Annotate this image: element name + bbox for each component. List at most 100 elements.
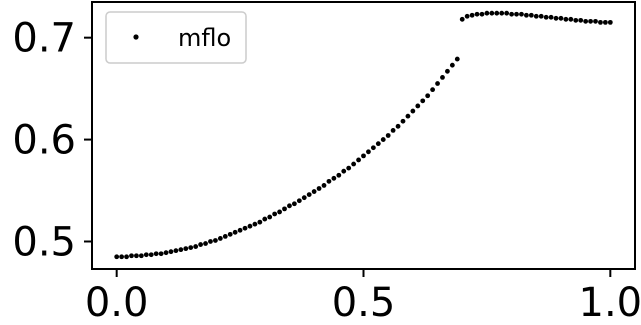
data-point xyxy=(321,183,327,188)
data-point xyxy=(311,189,317,194)
data-point xyxy=(331,175,337,181)
data-point xyxy=(548,14,554,20)
data-point xyxy=(247,223,253,229)
data-point xyxy=(134,253,139,259)
data-point xyxy=(237,227,243,233)
data-point xyxy=(459,16,465,22)
data-point xyxy=(291,201,297,207)
data-point xyxy=(138,253,144,259)
x-tick-label: 1.0 xyxy=(579,280,641,325)
legend-label-mflo: mflo xyxy=(178,24,231,52)
data-point xyxy=(193,244,199,249)
data-point xyxy=(494,10,500,16)
data-point xyxy=(267,214,273,220)
data-point xyxy=(400,118,406,124)
data-point xyxy=(514,11,519,17)
data-point xyxy=(583,18,589,24)
legend-marker-mflo xyxy=(133,34,139,40)
data-point xyxy=(183,246,189,252)
data-point xyxy=(563,16,569,22)
data-point xyxy=(153,251,159,257)
data-point xyxy=(484,10,490,16)
data-point xyxy=(356,157,361,163)
data-point xyxy=(445,68,450,74)
y-tick-label: 0.7 xyxy=(12,16,76,62)
data-point xyxy=(301,195,307,201)
data-point xyxy=(296,198,302,204)
y-tick-label: 0.6 xyxy=(12,118,76,164)
data-point xyxy=(390,128,396,133)
data-point xyxy=(489,10,495,16)
data-point xyxy=(528,12,534,18)
data-point xyxy=(341,168,347,174)
data-point xyxy=(351,161,357,167)
data-point xyxy=(188,245,194,250)
data-point xyxy=(336,172,342,178)
data-point xyxy=(435,81,440,86)
data-point xyxy=(553,15,559,21)
data-point xyxy=(178,247,184,253)
legend: mflo xyxy=(105,11,247,64)
data-point xyxy=(242,225,248,231)
data-point xyxy=(395,123,401,129)
data-point xyxy=(272,211,278,217)
data-point xyxy=(449,62,455,68)
data-point xyxy=(509,11,514,17)
data-point xyxy=(454,56,460,62)
data-point xyxy=(316,186,322,191)
data-point xyxy=(607,19,613,25)
data-point xyxy=(425,93,431,99)
data-point xyxy=(385,133,391,138)
data-point xyxy=(440,75,445,80)
data-point xyxy=(573,17,579,23)
data-point xyxy=(598,19,603,25)
data-point xyxy=(232,229,238,235)
data-point xyxy=(504,10,510,16)
data-point xyxy=(198,242,204,247)
data-point xyxy=(479,11,485,17)
series-mflo-points xyxy=(114,10,613,260)
data-point xyxy=(430,87,436,93)
data-point xyxy=(203,241,208,246)
data-point xyxy=(410,108,416,114)
data-point xyxy=(124,254,129,260)
data-point xyxy=(380,137,386,142)
data-point xyxy=(533,13,539,19)
data-point xyxy=(227,231,233,237)
data-point xyxy=(375,141,381,147)
data-point xyxy=(538,13,544,19)
data-point xyxy=(173,248,179,254)
data-point xyxy=(578,17,584,23)
data-point xyxy=(474,11,480,17)
data-point xyxy=(306,192,312,198)
data-point xyxy=(568,16,574,22)
data-point xyxy=(602,19,608,25)
data-point xyxy=(252,221,258,227)
data-point xyxy=(282,206,287,212)
data-point xyxy=(543,14,549,20)
data-point xyxy=(129,253,134,259)
data-point xyxy=(143,252,149,258)
x-tick-label: 0.5 xyxy=(332,280,396,325)
data-point xyxy=(213,238,218,243)
data-point xyxy=(405,113,411,119)
data-point xyxy=(361,153,366,159)
data-point xyxy=(158,251,164,257)
data-point xyxy=(346,165,352,171)
data-point xyxy=(519,11,524,17)
data-point xyxy=(168,249,174,255)
data-point xyxy=(222,233,228,239)
data-point xyxy=(326,178,332,184)
data-point xyxy=(114,254,120,260)
data-point xyxy=(370,145,376,151)
axis-ticks: 0.0 0.5 1.00.50.60.7 xyxy=(12,16,641,325)
data-point xyxy=(558,15,564,21)
data-point xyxy=(366,149,371,155)
data-point xyxy=(420,98,426,104)
data-point xyxy=(208,239,213,244)
data-point xyxy=(119,254,125,260)
data-point xyxy=(415,103,421,109)
data-point xyxy=(262,216,268,222)
data-point xyxy=(464,13,470,19)
